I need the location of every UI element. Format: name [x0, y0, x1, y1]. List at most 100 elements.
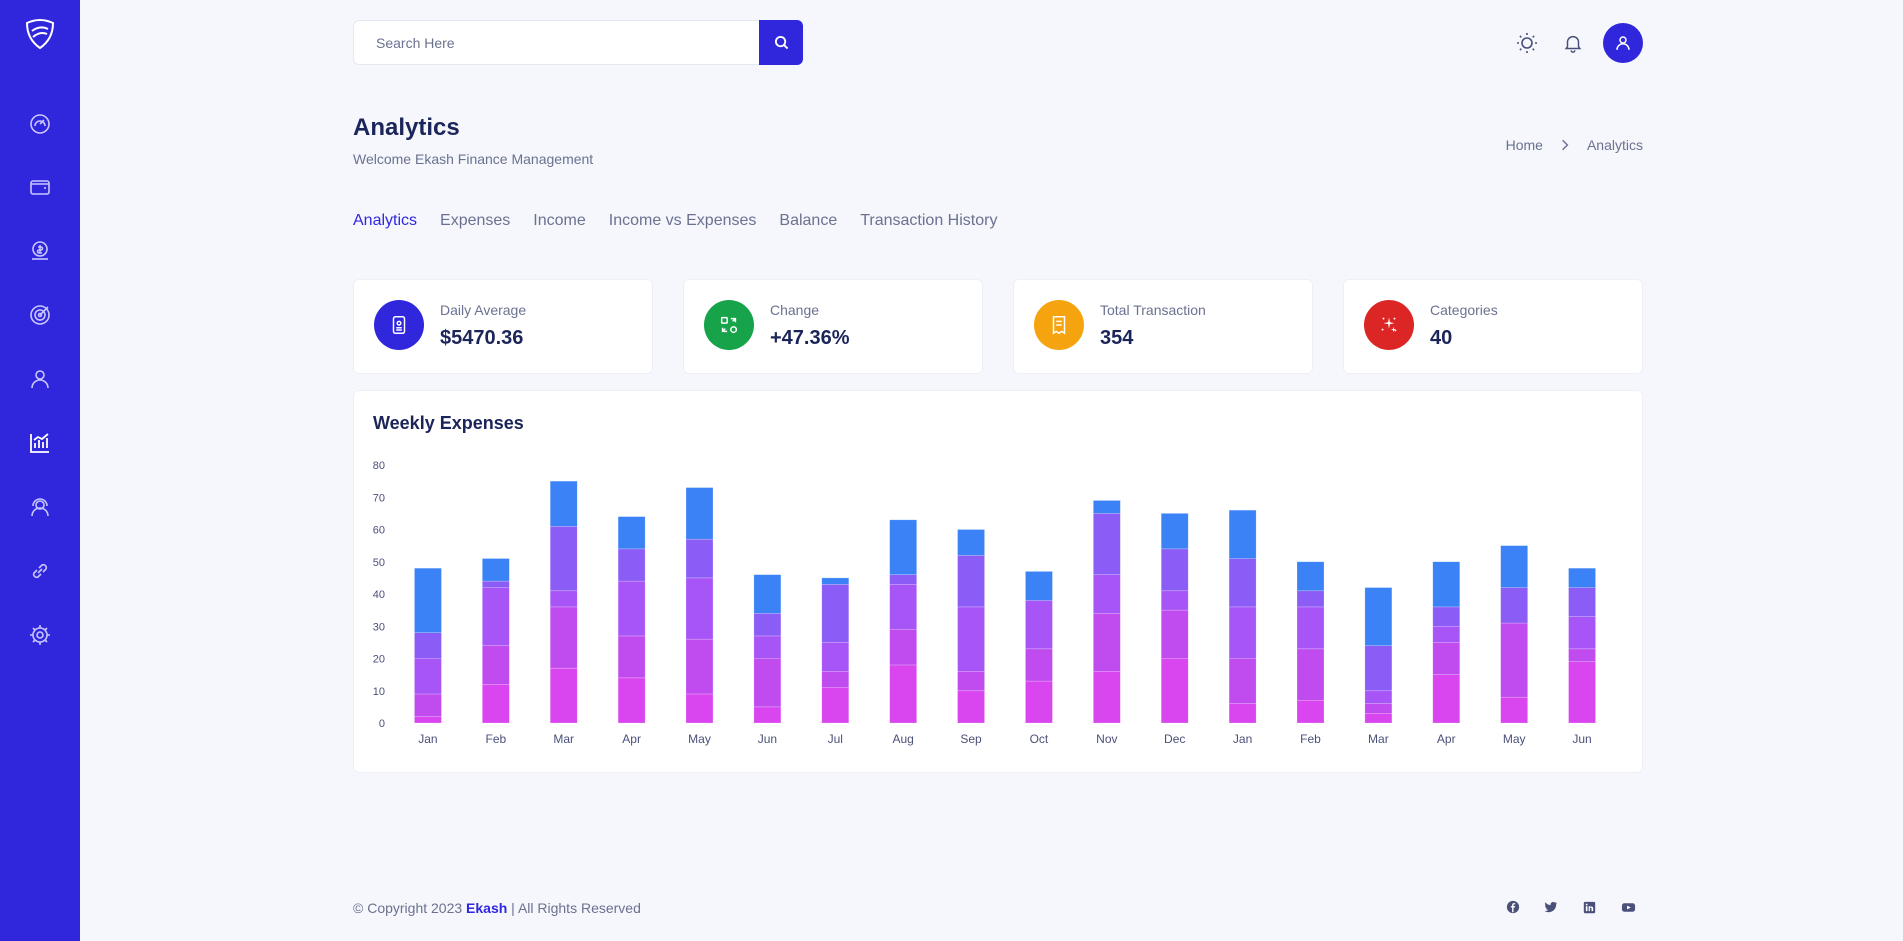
link-icon[interactable] — [20, 551, 60, 591]
bar-segment[interactable] — [1025, 600, 1053, 650]
search-button[interactable] — [759, 20, 803, 65]
bar-segment[interactable] — [889, 629, 917, 666]
bar-segment[interactable] — [482, 645, 510, 685]
logo-icon[interactable] — [23, 17, 57, 51]
bar-segment[interactable] — [957, 606, 985, 672]
bar-segment[interactable] — [1093, 613, 1121, 672]
linkedin-icon[interactable] — [1580, 898, 1598, 916]
bar-segment[interactable] — [1025, 680, 1053, 724]
bar-segment[interactable] — [1568, 661, 1596, 724]
bar-segment[interactable] — [1364, 713, 1393, 724]
bar-segment[interactable] — [617, 677, 646, 724]
bar-segment[interactable] — [1432, 606, 1461, 627]
bar-segment[interactable] — [549, 480, 578, 527]
bar-segment[interactable] — [685, 638, 714, 695]
bar-segment[interactable] — [617, 516, 646, 550]
bar-segment[interactable] — [1432, 642, 1461, 675]
profile-icon[interactable] — [20, 359, 60, 399]
bar-segment[interactable] — [685, 538, 714, 579]
bar-segment[interactable] — [1296, 561, 1325, 592]
bar-segment[interactable] — [685, 577, 714, 640]
bar-segment[interactable] — [549, 590, 578, 608]
bar-segment[interactable] — [1228, 558, 1257, 608]
bar-segment[interactable] — [889, 584, 917, 630]
bar-segment[interactable] — [1228, 606, 1257, 659]
bar-segment[interactable] — [1568, 616, 1596, 650]
bar-segment[interactable] — [482, 580, 510, 588]
bar-segment[interactable] — [753, 574, 782, 614]
bar-segment[interactable] — [1500, 545, 1528, 588]
bar-segment[interactable] — [889, 664, 917, 724]
notification-bell-icon[interactable] — [1559, 29, 1587, 57]
bar-segment[interactable] — [617, 580, 646, 637]
settings-icon[interactable] — [20, 615, 60, 655]
bar-segment[interactable] — [549, 525, 578, 592]
bar-segment[interactable] — [753, 658, 782, 708]
bar-segment[interactable] — [482, 558, 510, 582]
bar-segment[interactable] — [889, 574, 917, 585]
bar-segment[interactable] — [1500, 622, 1528, 698]
bar-segment[interactable] — [1160, 609, 1189, 659]
bar-segment[interactable] — [753, 635, 782, 659]
bar-segment[interactable] — [414, 567, 442, 633]
bar-segment[interactable] — [414, 693, 442, 717]
bar-segment[interactable] — [821, 687, 850, 724]
bar-segment[interactable] — [1093, 513, 1121, 575]
budget-icon[interactable] — [20, 231, 60, 271]
tab-analytics[interactable]: Analytics — [353, 212, 418, 229]
bar-segment[interactable] — [685, 487, 714, 540]
goal-icon[interactable] — [20, 295, 60, 335]
bar-segment[interactable] — [1432, 625, 1461, 643]
bar-segment[interactable] — [1160, 513, 1189, 550]
bar-segment[interactable] — [821, 584, 850, 643]
bar-segment[interactable] — [414, 716, 442, 724]
bar-segment[interactable] — [1568, 567, 1596, 588]
bar-segment[interactable] — [1364, 690, 1393, 704]
footer-brand-link[interactable]: Ekash — [466, 900, 508, 916]
bar-segment[interactable] — [1568, 587, 1596, 617]
search-input[interactable] — [353, 20, 759, 65]
youtube-icon[interactable] — [1619, 898, 1637, 916]
bar-segment[interactable] — [1296, 590, 1325, 608]
bar-segment[interactable] — [685, 693, 714, 724]
tab-balance[interactable]: Balance — [779, 212, 838, 229]
bar-segment[interactable] — [957, 529, 985, 556]
bar-segment[interactable] — [1093, 574, 1121, 614]
bar-segment[interactable] — [1296, 648, 1325, 701]
bar-segment[interactable] — [1025, 571, 1053, 601]
bar-segment[interactable] — [414, 632, 442, 659]
bar-segment[interactable] — [1296, 700, 1325, 724]
bar-segment[interactable] — [1500, 696, 1528, 724]
tab-income-vs-expenses[interactable]: Income vs Expenses — [608, 212, 757, 229]
analytics-icon[interactable] — [20, 423, 60, 463]
twitter-icon[interactable] — [1542, 898, 1560, 916]
bar-segment[interactable] — [1228, 658, 1257, 704]
bar-segment[interactable] — [1228, 703, 1257, 724]
bar-segment[interactable] — [1568, 648, 1596, 663]
bar-segment[interactable] — [821, 577, 850, 585]
bar-segment[interactable] — [957, 671, 985, 692]
tab-income[interactable]: Income — [533, 212, 586, 229]
bar-segment[interactable] — [1025, 648, 1053, 682]
support-icon[interactable] — [20, 487, 60, 527]
bar-segment[interactable] — [1228, 509, 1257, 559]
bar-segment[interactable] — [1500, 587, 1528, 624]
bar-segment[interactable] — [957, 555, 985, 608]
bar-segment[interactable] — [414, 658, 442, 695]
bar-segment[interactable] — [821, 642, 850, 672]
tab-expenses[interactable]: Expenses — [440, 212, 511, 229]
bar-segment[interactable] — [549, 667, 578, 724]
dashboard-icon[interactable] — [20, 104, 60, 144]
bar-segment[interactable] — [1296, 606, 1325, 650]
bar-segment[interactable] — [1160, 590, 1189, 611]
bar-segment[interactable] — [617, 548, 646, 582]
bar-segment[interactable] — [617, 635, 646, 679]
bar-segment[interactable] — [482, 683, 510, 724]
bar-segment[interactable] — [1364, 703, 1393, 714]
user-avatar[interactable] — [1603, 23, 1643, 63]
wallet-icon[interactable] — [20, 167, 60, 207]
bar-segment[interactable] — [753, 613, 782, 637]
bar-segment[interactable] — [1093, 671, 1121, 724]
bar-segment[interactable] — [1160, 548, 1189, 592]
bar-segment[interactable] — [1093, 500, 1121, 514]
